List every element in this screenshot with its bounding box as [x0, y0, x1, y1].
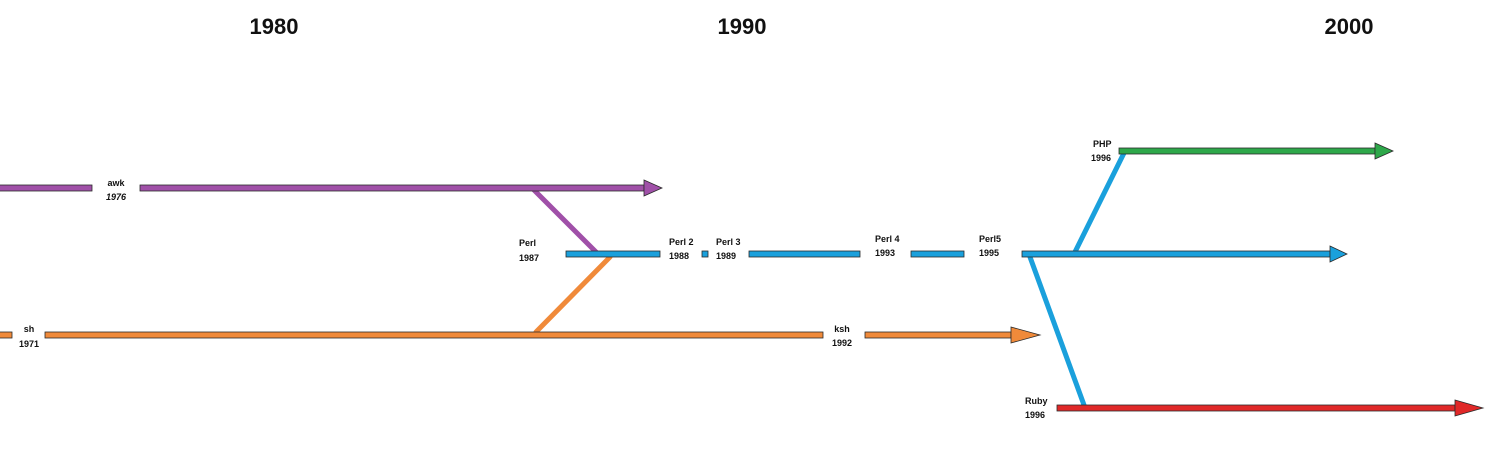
- node-ruby: Ruby 1996: [1025, 396, 1048, 420]
- node-sh: sh 1971: [19, 324, 39, 349]
- decade-label-1980: 1980: [250, 14, 299, 39]
- svg-text:1976: 1976: [106, 192, 127, 202]
- connector-perl-to-ruby: [1027, 254, 1087, 408]
- node-perl3: Perl 3 1989: [716, 237, 741, 261]
- connector-perl-to-php: [1072, 150, 1127, 255]
- node-awk: awk 1976: [106, 178, 127, 202]
- node-perl: Perl 1987: [519, 238, 539, 263]
- svg-text:Ruby: Ruby: [1025, 396, 1048, 406]
- svg-text:Perl: Perl: [519, 238, 536, 248]
- svg-text:Perl5: Perl5: [979, 234, 1001, 244]
- svg-text:ksh: ksh: [834, 324, 850, 334]
- svg-text:1992: 1992: [832, 338, 852, 348]
- node-perl5: Perl5 1995: [979, 234, 1001, 258]
- decade-label-1990: 1990: [718, 14, 767, 39]
- svg-text:awk: awk: [107, 178, 125, 188]
- awk-line: [0, 179, 663, 197]
- perl-line: [565, 245, 1348, 263]
- svg-text:PHP: PHP: [1093, 139, 1112, 149]
- svg-text:1995: 1995: [979, 248, 999, 258]
- svg-text:sh: sh: [24, 324, 35, 334]
- php-line: [1118, 142, 1394, 160]
- node-perl2: Perl 2 1988: [669, 237, 694, 261]
- node-php: PHP 1996: [1091, 139, 1112, 163]
- ruby-line: [1056, 399, 1485, 417]
- svg-text:1989: 1989: [716, 251, 736, 261]
- svg-text:Perl 4: Perl 4: [875, 234, 900, 244]
- svg-text:1993: 1993: [875, 248, 895, 258]
- svg-text:1987: 1987: [519, 253, 539, 263]
- svg-text:Perl 2: Perl 2: [669, 237, 694, 247]
- svg-text:1971: 1971: [19, 339, 39, 349]
- node-perl4: Perl 4 1993: [875, 234, 900, 258]
- sh-line: [0, 326, 1042, 344]
- connector-sh-to-perl: [533, 254, 613, 335]
- svg-text:1988: 1988: [669, 251, 689, 261]
- svg-text:1996: 1996: [1025, 410, 1045, 420]
- svg-text:Perl 3: Perl 3: [716, 237, 741, 247]
- connector-awk-to-perl: [531, 187, 599, 255]
- svg-text:1996: 1996: [1091, 153, 1111, 163]
- node-ksh: ksh 1992: [832, 324, 852, 348]
- decade-label-2000: 2000: [1325, 14, 1374, 39]
